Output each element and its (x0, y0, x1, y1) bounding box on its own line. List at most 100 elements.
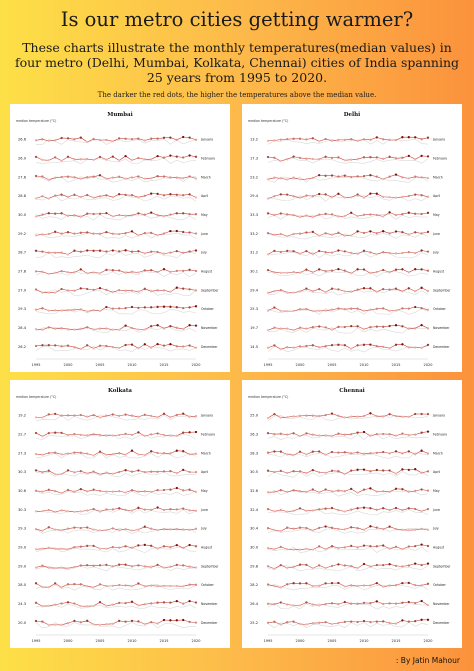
temperature-dot (356, 325, 359, 328)
temperature-dot (279, 450, 282, 453)
month-label: December (433, 345, 450, 349)
y-axis-label: median temperature (°C) (248, 395, 288, 399)
temperature-dot (54, 251, 57, 254)
temperature-dot (194, 566, 198, 569)
x-tick-label: 2010 (128, 363, 137, 367)
temperature-dot (305, 563, 308, 567)
temperature-dot (350, 469, 353, 472)
temperature-dot (337, 267, 340, 271)
temperature-dot (311, 194, 314, 198)
temperature-dot (182, 327, 185, 331)
temperature-dot (330, 602, 334, 605)
temperature-dot (407, 529, 410, 532)
temperature-dot (130, 449, 134, 452)
temperature-dot (143, 343, 146, 346)
median-label: 28.8 (18, 194, 27, 198)
month-label: October (201, 307, 214, 311)
temperature-line (267, 193, 429, 199)
temperature-dot (298, 216, 302, 219)
temperature-dot (407, 136, 410, 139)
temperature-line (35, 230, 197, 236)
temperature-dot (86, 176, 89, 179)
temperature-dot (420, 412, 423, 416)
temperature-dot (150, 158, 153, 161)
temperature-dot (169, 434, 172, 438)
temperature-dot (350, 196, 353, 199)
temperature-dot (156, 324, 159, 327)
temperature-dot (111, 413, 114, 416)
temperature-dot (324, 507, 327, 510)
temperature-dot (350, 251, 353, 255)
temperature-dot (394, 584, 398, 587)
temperature-dot (401, 251, 404, 255)
temperature-dot (47, 232, 50, 236)
temperature-dot (124, 508, 127, 512)
temperature-dot (66, 567, 70, 570)
temperature-dot (356, 468, 359, 471)
ghost-line (267, 345, 429, 353)
median-label: 26.9 (18, 156, 27, 160)
temperature-dot (73, 432, 76, 436)
temperature-dot (86, 140, 89, 144)
temperature-dot (143, 213, 146, 216)
temperature-dot (86, 193, 89, 197)
temperature-dot (137, 469, 140, 472)
x-tick-label: 2010 (360, 363, 369, 367)
temperature-dot (388, 232, 391, 235)
temperature-line (267, 507, 429, 512)
temperature-dot (388, 621, 391, 625)
series-october: 28.0 October (18, 582, 214, 591)
temperature-dot (311, 468, 314, 472)
temperature-dot (382, 528, 385, 531)
temperature-dot (54, 139, 57, 142)
series-july: 31.2 July (250, 249, 439, 259)
temperature-dot (273, 233, 276, 236)
temperature-dot (337, 156, 340, 159)
temperature-dot (337, 288, 340, 291)
temperature-dot (79, 451, 82, 454)
temperature-dot (305, 490, 308, 494)
temperature-dot (137, 415, 140, 418)
temperature-dot (356, 268, 359, 271)
temperature-dot (98, 344, 102, 347)
temperature-dot (407, 433, 410, 437)
temperature-line (267, 488, 429, 494)
temperature-dot (426, 618, 430, 621)
temperature-dot (394, 564, 398, 568)
temperature-dot (143, 543, 146, 547)
temperature-dot (73, 490, 76, 493)
temperature-dot (369, 326, 372, 329)
ghost-line (267, 414, 429, 421)
temperature-dot (143, 470, 146, 474)
temperature-dot (420, 176, 423, 179)
median-label: 20.0 (18, 621, 27, 625)
temperature-dot (86, 415, 89, 418)
temperature-dot (305, 307, 308, 311)
temperature-dot (66, 527, 70, 530)
temperature-dot (47, 251, 50, 254)
temperature-dot (273, 139, 276, 142)
temperature-dot (362, 584, 366, 587)
temperature-dot (60, 431, 63, 435)
temperature-dot (111, 545, 114, 549)
temperature-dot (156, 585, 159, 588)
temperature-dot (273, 470, 276, 474)
temperature-dot (343, 159, 346, 162)
temperature-dot (343, 174, 346, 177)
temperature-dot (34, 215, 38, 218)
temperature-dot (343, 214, 346, 218)
temperature-dot (175, 345, 178, 348)
temperature-dot (350, 487, 353, 491)
temperature-dot (169, 619, 172, 622)
ghost-line (35, 195, 197, 202)
temperature-dot (111, 232, 114, 235)
temperature-dot (156, 451, 159, 455)
temperature-dot (382, 345, 385, 348)
temperature-dot (156, 214, 159, 217)
temperature-dot (182, 546, 185, 550)
temperature-dot (143, 269, 146, 272)
temperature-dot (305, 194, 308, 197)
temperature-dot (292, 527, 295, 530)
temperature-dot (420, 510, 423, 513)
month-label: August (433, 545, 445, 549)
